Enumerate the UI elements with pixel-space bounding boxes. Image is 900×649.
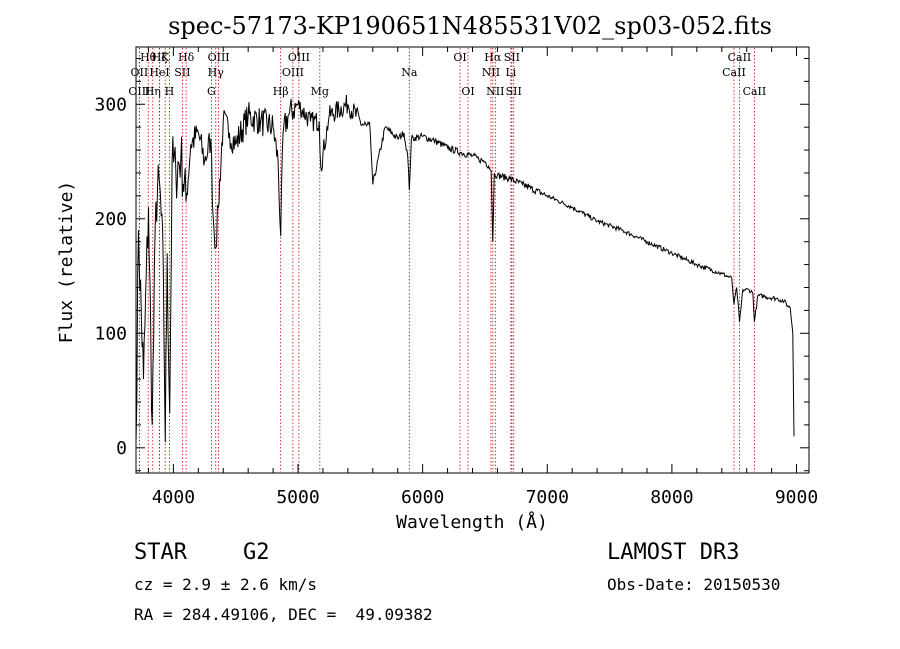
line-label: SII [504, 51, 520, 64]
line-label: CaII [728, 51, 752, 64]
object-subclass: G2 [243, 540, 270, 565]
line-label: HeI [149, 66, 169, 79]
y-tick-label: 200 [94, 209, 127, 230]
line-label: SII [174, 66, 190, 79]
object-class: STAR [134, 540, 187, 565]
line-label: Hδ [178, 51, 195, 64]
y-tick-label: 300 [94, 94, 127, 115]
chart-title: spec-57173-KP190651N485531V02_sp03-052.f… [168, 12, 772, 40]
line-label: OIII [128, 85, 150, 98]
line-label: Li [505, 66, 516, 79]
line-label: NII [486, 85, 504, 98]
observation-date: Obs-Date: 20150530 [607, 575, 781, 594]
line-label: Na [401, 66, 418, 79]
line-label: K [161, 51, 170, 64]
line-label: Hζ [152, 51, 168, 64]
line-label: OII [131, 66, 149, 79]
x-tick-label: 4000 [152, 487, 195, 508]
x-tick-label: 7000 [526, 487, 569, 508]
x-tick-label: 6000 [401, 487, 444, 508]
line-label: Hθ [140, 51, 157, 64]
axis-ticks: 4000 5000 6000 7000 8000 9000 0 100 200 300 [94, 47, 818, 508]
survey-name: LAMOST DR3 [607, 540, 740, 565]
line-label: OI [453, 51, 466, 64]
coordinates: RA = 284.49106, DEC = 49.09382 [134, 605, 433, 624]
line-label: Hβ [273, 85, 289, 98]
line-label: OI [461, 85, 474, 98]
line-label: H [165, 85, 175, 98]
x-axis-label: Wavelength (Å) [396, 511, 548, 533]
line-label: Hα [484, 51, 502, 64]
line-labels: Hθ OII OIII Hζ HeI Hη K SII H Hδ OIII Hγ G Hβ OIII OIII… [128, 51, 766, 98]
line-label: CaII [743, 85, 767, 98]
y-axis-label: Flux (relative) [56, 181, 77, 344]
line-label: Hγ [208, 66, 225, 79]
line-label: G [207, 85, 216, 98]
line-label: OIII [288, 51, 310, 64]
redshift-cz: cz = 2.9 ± 2.6 km/s [134, 575, 318, 594]
line-label: Mg [311, 85, 329, 98]
line-markers [138, 48, 755, 472]
line-label: NII [482, 66, 500, 79]
line-label: Hη [145, 85, 161, 98]
series-group [135, 94, 795, 443]
spectrum-line [135, 94, 795, 443]
line-label: SII [506, 85, 522, 98]
y-tick-label: 0 [116, 438, 127, 459]
plot-frame [135, 46, 810, 474]
x-tick-label: 9000 [775, 487, 818, 508]
line-label: CaII [722, 66, 746, 79]
y-tick-label: 100 [94, 323, 127, 344]
line-label: OIII [282, 66, 304, 79]
line-label: OIII [208, 51, 230, 64]
x-tick-label: 5000 [276, 487, 319, 508]
x-tick-label: 8000 [650, 487, 693, 508]
